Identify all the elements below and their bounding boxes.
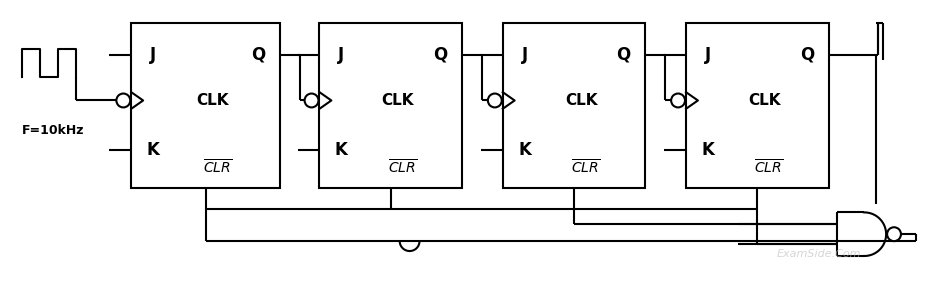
- Text: ExamSide.Com: ExamSide.Com: [777, 249, 862, 259]
- Text: J: J: [705, 46, 711, 64]
- Text: $\overline{CLR}$: $\overline{CLR}$: [754, 159, 783, 177]
- Circle shape: [117, 94, 130, 108]
- Text: F=10kHz: F=10kHz: [22, 124, 84, 137]
- Text: Q: Q: [433, 46, 447, 64]
- Bar: [686, 23, 828, 188]
- Text: J: J: [521, 46, 528, 64]
- Text: K: K: [701, 141, 715, 159]
- Circle shape: [305, 94, 319, 108]
- Bar: [131, 23, 280, 188]
- Text: CLK: CLK: [565, 93, 598, 108]
- Bar: [320, 23, 462, 188]
- Text: Q: Q: [617, 46, 631, 64]
- Text: K: K: [518, 141, 530, 159]
- Text: $\overline{CLR}$: $\overline{CLR}$: [571, 159, 600, 177]
- Text: CLK: CLK: [748, 93, 781, 108]
- Text: $\overline{CLR}$: $\overline{CLR}$: [388, 159, 417, 177]
- Text: Q: Q: [251, 46, 265, 64]
- Text: K: K: [335, 141, 347, 159]
- Text: K: K: [146, 141, 159, 159]
- Text: Q: Q: [800, 46, 814, 64]
- Text: $\overline{CLR}$: $\overline{CLR}$: [203, 159, 232, 177]
- Text: J: J: [338, 46, 344, 64]
- Circle shape: [671, 94, 685, 108]
- Text: CLK: CLK: [196, 93, 230, 108]
- Circle shape: [887, 227, 901, 241]
- Bar: [503, 23, 645, 188]
- Circle shape: [488, 94, 502, 108]
- Text: J: J: [150, 46, 156, 64]
- Text: CLK: CLK: [381, 93, 414, 108]
